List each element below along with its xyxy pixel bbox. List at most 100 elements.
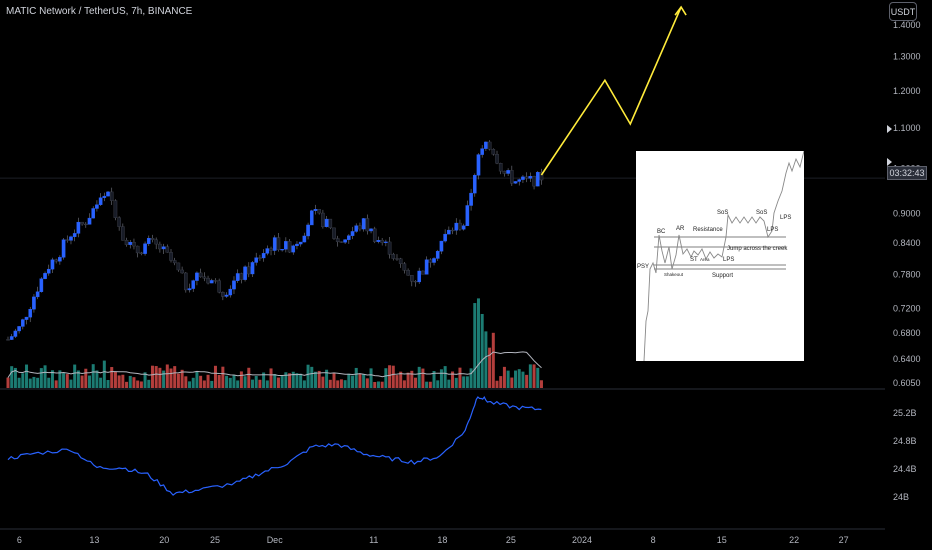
candle-body xyxy=(95,204,99,209)
volume-bar xyxy=(99,377,103,388)
candle-body xyxy=(528,176,533,179)
candle-body xyxy=(113,200,118,218)
candle-body xyxy=(261,253,266,259)
volume-bar xyxy=(321,376,325,388)
candle-body xyxy=(87,217,92,225)
price-axis[interactable]: 1.40001.30001.20001.10001.00000.90000.84… xyxy=(893,20,921,388)
time-tick-label: 13 xyxy=(89,535,99,545)
candle-body xyxy=(391,254,396,259)
candle-body xyxy=(476,154,481,176)
candle-body xyxy=(372,228,377,242)
candle-body xyxy=(309,210,314,226)
volume-bar xyxy=(328,379,332,388)
volume-bar xyxy=(6,377,10,388)
candle-body xyxy=(150,238,155,241)
volume-bar xyxy=(454,377,458,388)
chart-title: MATIC Network / TetherUS, 7h, BINANCE xyxy=(6,6,193,17)
candle-body xyxy=(298,241,303,245)
candle-body xyxy=(291,245,296,253)
volume-bar xyxy=(39,368,43,388)
time-tick-label: 2024 xyxy=(572,535,592,545)
volume-bar xyxy=(262,372,266,388)
candle-body xyxy=(17,326,21,332)
candle-body xyxy=(510,170,514,184)
candle-body xyxy=(221,291,225,297)
volume-bar xyxy=(17,377,21,388)
candle-body xyxy=(417,270,422,283)
candle-body xyxy=(109,191,114,201)
price-tick-label: 0.6400 xyxy=(893,354,921,364)
volume-bar xyxy=(265,380,269,388)
volume-bar xyxy=(458,367,462,388)
candle-body xyxy=(13,330,18,337)
currency-selector[interactable]: USDT xyxy=(889,2,917,21)
label-sos-2: SoS xyxy=(756,210,767,216)
wyckoff-accumulation-schematic: PSY BC AR Resistance SoS SoS LPS LPS LPS… xyxy=(636,151,804,361)
volume-bar xyxy=(121,374,125,388)
volume-bar xyxy=(362,374,366,388)
volume-bar xyxy=(347,373,351,388)
volume-bar xyxy=(399,371,403,388)
candle-body xyxy=(358,225,362,230)
candlestick-series xyxy=(6,140,544,341)
candle-body xyxy=(232,280,236,290)
volume-bar xyxy=(436,380,440,388)
time-axis[interactable]: 6 13 20 25 Dec 11 18 25 2024 8 15 22 27 xyxy=(17,535,849,545)
volume-bar xyxy=(154,366,158,388)
volume-bar xyxy=(28,378,32,388)
volume-bar xyxy=(32,376,36,388)
volume-bar xyxy=(276,377,280,388)
label-psy: PSY xyxy=(637,264,649,270)
candle-body xyxy=(306,224,310,237)
price-tick-label: 1.4000 xyxy=(893,20,921,30)
volume-bar xyxy=(291,371,295,388)
candle-body xyxy=(343,239,347,243)
projection-arrow-line xyxy=(540,6,682,176)
candle-body xyxy=(365,218,370,232)
candle-body xyxy=(495,154,499,164)
volume-bar xyxy=(299,373,303,388)
candle-body xyxy=(539,172,544,181)
indicator-axis[interactable]: 25.2B 24.8B 24.4B 24B xyxy=(893,408,917,502)
candle-body xyxy=(58,257,62,262)
candle-body xyxy=(139,252,144,254)
label-jump-across-creek: Jump across the creek xyxy=(727,246,788,252)
volume-bar xyxy=(147,379,151,388)
volume-bar xyxy=(521,371,525,388)
candle-body xyxy=(154,239,158,245)
volume-bar xyxy=(221,366,225,388)
candle-body xyxy=(458,222,462,230)
label-resistance: Resistance xyxy=(693,227,723,233)
volume-bar xyxy=(410,370,414,388)
label-support: Support xyxy=(712,273,733,279)
volume-bar xyxy=(302,380,306,388)
volume-bar xyxy=(243,376,247,388)
candle-body xyxy=(254,257,259,263)
price-tick-label: 0.8400 xyxy=(893,238,921,248)
candle-body xyxy=(469,192,473,206)
label-st: ST xyxy=(690,257,698,263)
volume-bar xyxy=(506,370,510,388)
candle-body xyxy=(146,238,151,244)
volume-bar xyxy=(69,379,73,388)
price-tick-label: 1.2000 xyxy=(893,86,921,96)
volume-bar xyxy=(447,379,451,388)
volume-bar xyxy=(284,372,288,388)
time-tick-label: 8 xyxy=(651,535,656,545)
candle-body xyxy=(435,250,440,259)
candle-body xyxy=(472,175,477,194)
candle-body xyxy=(158,243,162,250)
price-tick-label: 0.7200 xyxy=(893,304,921,314)
indicator-line xyxy=(7,395,542,496)
volume-bar xyxy=(247,367,251,388)
candle-body xyxy=(35,291,40,298)
candle-body xyxy=(521,176,525,180)
volume-bar xyxy=(232,375,236,388)
candle-body xyxy=(161,246,166,250)
volume-bar xyxy=(417,366,421,388)
candle-body xyxy=(369,228,373,232)
candle-body xyxy=(176,262,181,271)
volume-bar xyxy=(213,365,217,388)
candle-body xyxy=(384,241,388,243)
